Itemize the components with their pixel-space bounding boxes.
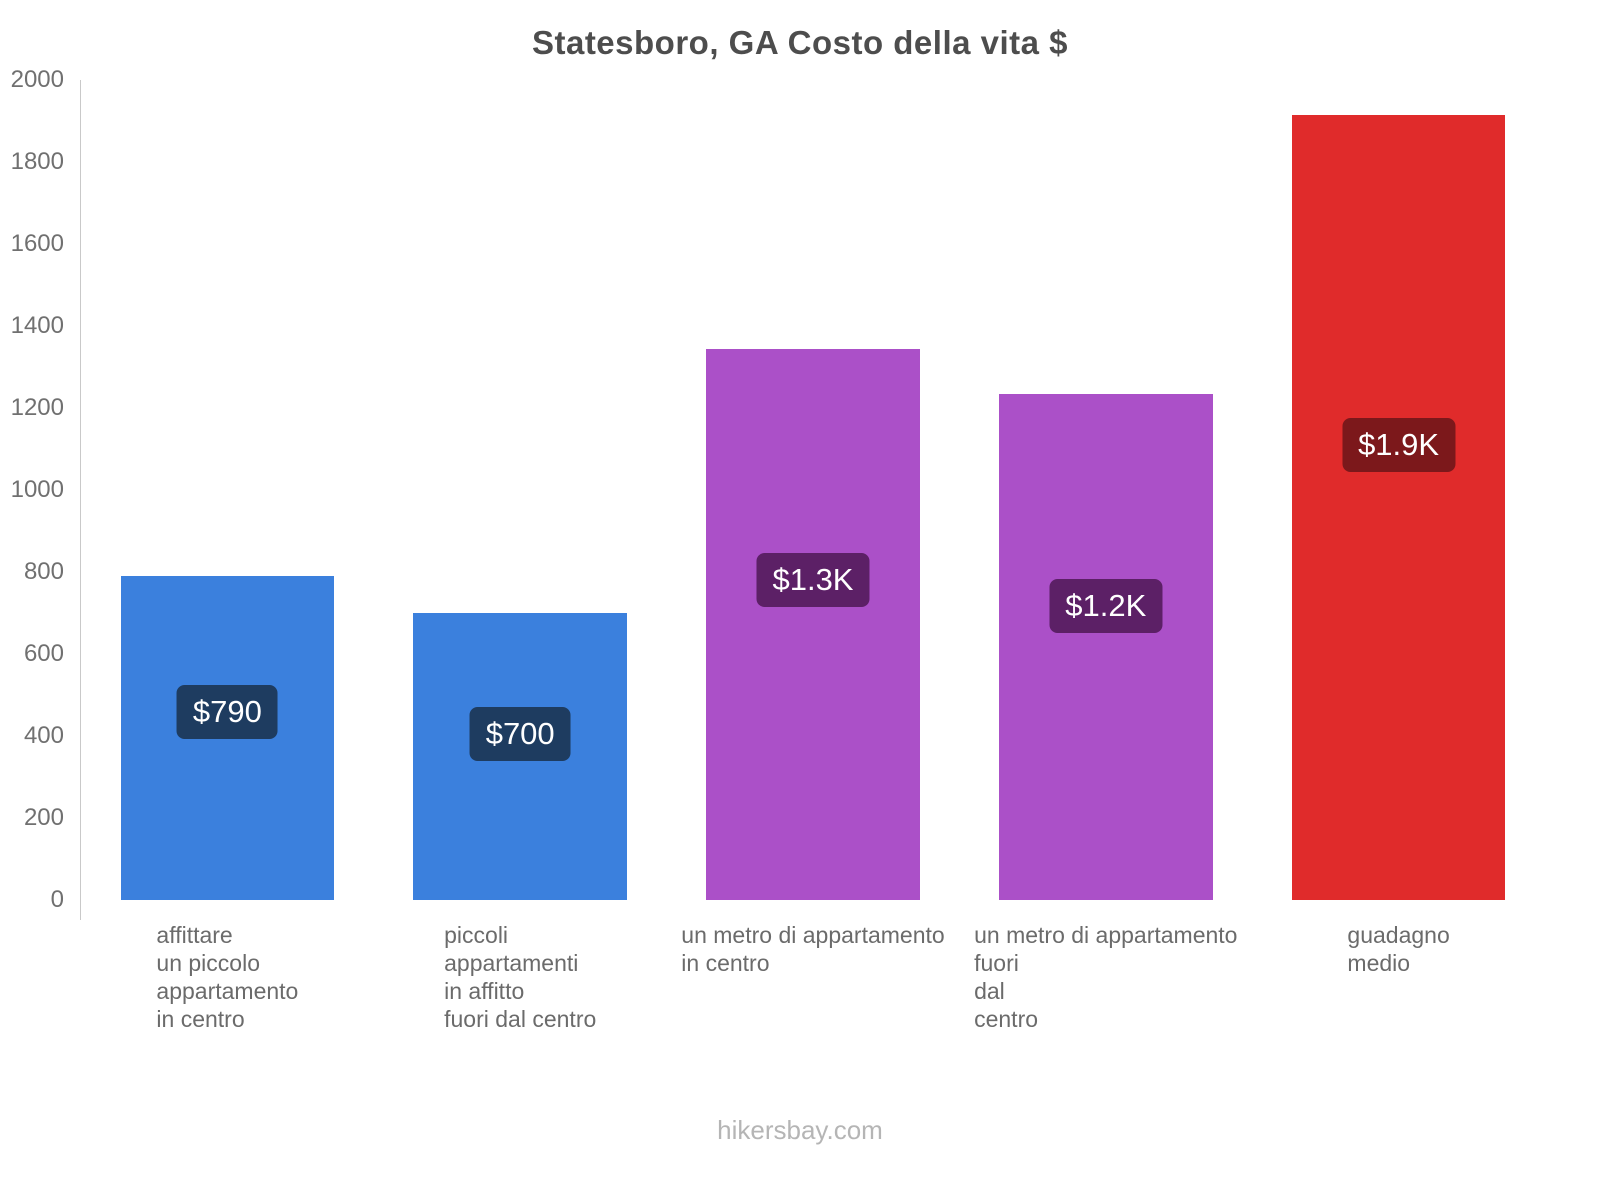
category-label: guadagno medio — [1347, 922, 1450, 976]
y-axis-tick-label: 0 — [50, 886, 64, 913]
bar-value-label: $1.2K — [1049, 579, 1163, 634]
bar-slot: $1.9K — [1252, 80, 1545, 900]
bar-slot: $700 — [374, 80, 667, 900]
bar-rent-small-apartment-outside[interactable]: $700 — [413, 613, 628, 900]
bar-value-label: $1.9K — [1342, 417, 1456, 472]
x-axis-labels: affittare un piccolo appartamento in centro… — [81, 921, 1545, 1033]
bar-value-label: $790 — [176, 685, 278, 740]
bar-value-label: $1.3K — [756, 553, 870, 608]
category-label: piccoli appartamenti in affitto fuori dal c… — [444, 922, 597, 1032]
category-slot: piccoli appartamenti in affitto fuori dal c… — [374, 921, 667, 1033]
category-slot: un metro di appartamento in centro — [667, 921, 960, 1033]
y-axis-line — [80, 80, 81, 920]
category-slot: un metro di appartamento fuori dal centro — [959, 921, 1252, 1033]
y-axis-tick-label: 1800 — [10, 148, 64, 175]
bar-value-label: $700 — [469, 706, 571, 761]
y-axis-tick-label: 600 — [23, 640, 64, 667]
bar-average-salary[interactable]: $1.9K — [1291, 114, 1506, 900]
category-label: un metro di appartamento fuori dal centro — [974, 922, 1238, 1032]
bar-rent-small-apartment-center[interactable]: $790 — [120, 576, 335, 900]
y-axis-tick-label: 1600 — [10, 230, 64, 257]
y-axis-tick-label: 2000 — [10, 66, 64, 93]
bar-price-per-meter-center[interactable]: $1.3K — [706, 348, 920, 900]
y-axis: 0 200 400 600 800 1000 1200 1400 1600 1800 2000 — [0, 66, 64, 913]
bar-slot: $1.2K — [959, 80, 1252, 900]
footer-watermark: hikersbay.com — [717, 1115, 883, 1145]
y-axis-tick-label: 1200 — [10, 394, 64, 421]
chart-title: Statesboro, GA Costo della vita $ — [531, 24, 1069, 61]
y-axis-tick-label: 800 — [23, 558, 64, 585]
y-axis-tick-label: 400 — [23, 722, 64, 749]
category-slot: affittare un piccolo appartamento in centro — [81, 921, 374, 1033]
category-slot: guadagno medio — [1252, 921, 1545, 1033]
y-axis-tick-label: 1400 — [10, 312, 64, 339]
y-axis-tick-label: 1000 — [10, 476, 64, 503]
y-axis-tick-label: 200 — [23, 804, 64, 831]
category-label: un metro di appartamento in centro — [681, 922, 945, 976]
bars-container: $790 $700 $1.3K $1.2K $1.9K — [81, 80, 1545, 900]
bar-price-per-meter-outside[interactable]: $1.2K — [998, 393, 1213, 900]
bar-slot: $1.3K — [667, 80, 960, 900]
bar-slot: $790 — [81, 80, 374, 900]
category-label: affittare un piccolo appartamento in centro — [156, 922, 299, 1032]
